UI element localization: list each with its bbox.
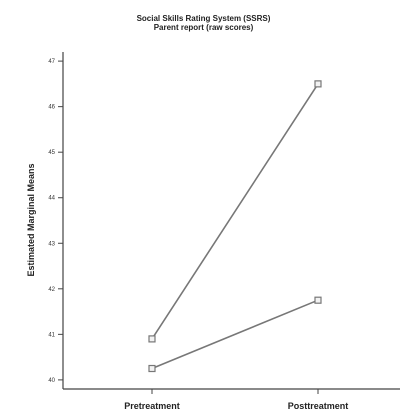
series-0-point-1: [314, 80, 322, 88]
series-line-0: [151, 83, 319, 340]
series-1-point-1: [314, 296, 322, 304]
chart-title-block: Social Skills Rating System (SSRS) Paren…: [0, 14, 407, 32]
y-tick-label: 47: [48, 59, 55, 65]
y-tick-label: 44: [48, 196, 55, 202]
x-category-label: Pretreatment: [124, 401, 180, 411]
series-0-point-0: [148, 335, 156, 343]
y-axis-label: Estimated Marginal Means: [26, 163, 36, 276]
axes-layer: Estimated Marginal Means: [26, 52, 400, 390]
x-category-label: Posttreatment: [288, 401, 349, 411]
y-tick-label: 45: [48, 150, 55, 156]
series-1-point-0: [148, 364, 156, 373]
series-layer: [148, 80, 322, 373]
series-line-1: [151, 299, 319, 370]
y-tick-label: 43: [48, 241, 55, 247]
y-tick-label: 40: [48, 378, 55, 384]
y-tick-label: 46: [48, 105, 55, 111]
y-tick-label: 41: [48, 332, 55, 338]
chart-title: Social Skills Rating System (SSRS): [136, 14, 271, 23]
ticks-layer: 40 41 42 43 44 45 46 47 Pretreatment Posttreatmen…: [48, 59, 348, 411]
chart-subtitle: Parent report (raw scores): [153, 23, 254, 32]
y-tick-label: 42: [48, 287, 55, 293]
